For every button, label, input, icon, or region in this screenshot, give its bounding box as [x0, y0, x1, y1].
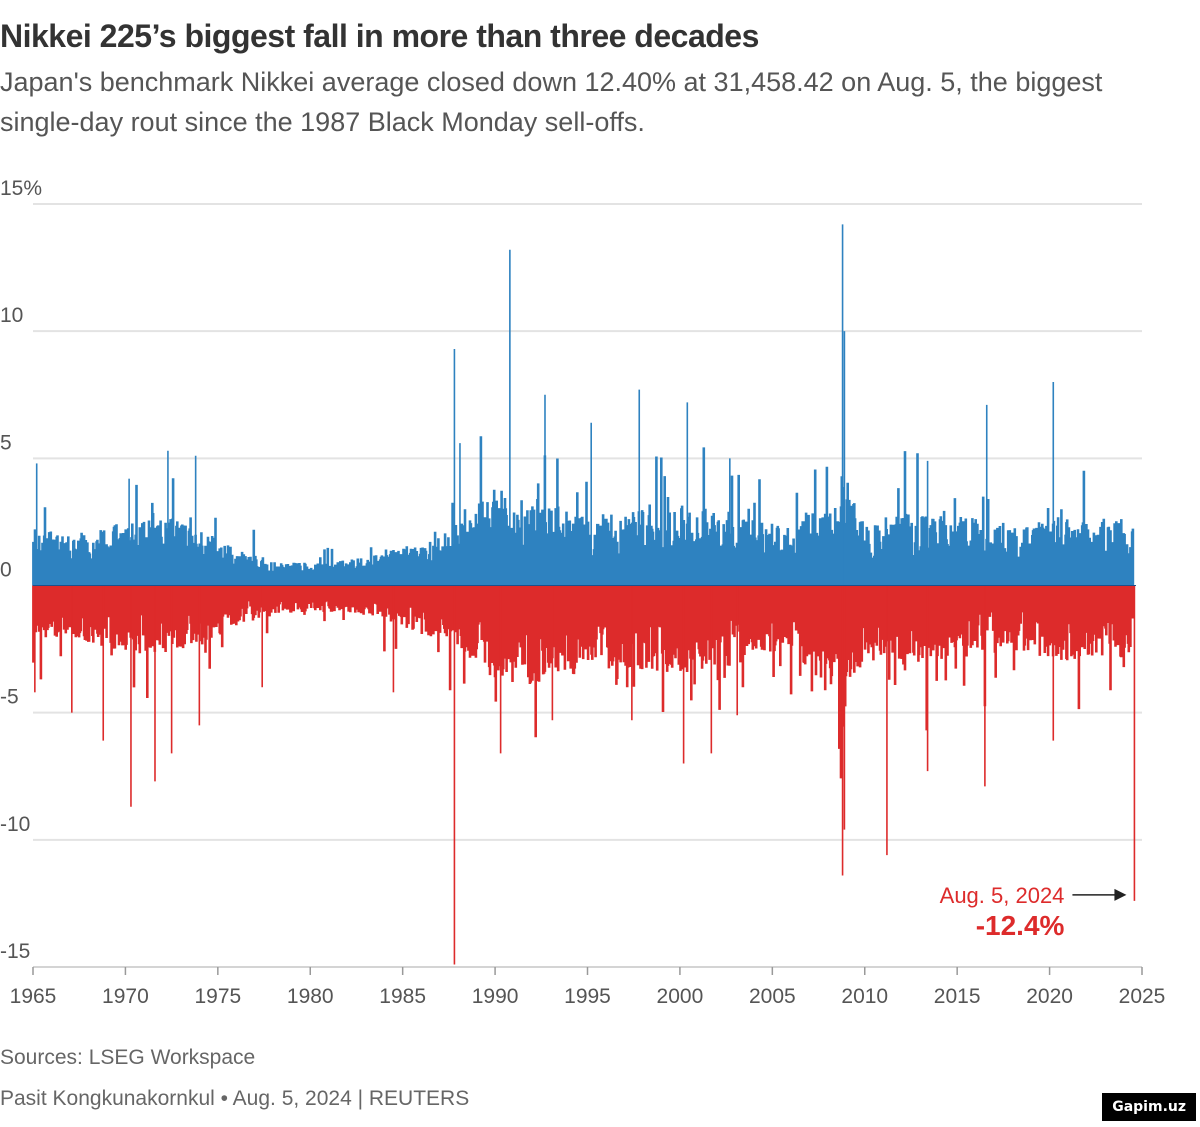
x-tick-label: 1985: [379, 985, 426, 1008]
x-tick-label: 2020: [1026, 985, 1073, 1008]
chart-title: Nikkei 225’s biggest fall in more than t…: [0, 18, 759, 54]
source-note: Sources: LSEG Workspace: [0, 1046, 256, 1069]
negative-bar-mass: [32, 585, 1135, 779]
y-tick-label: -5: [0, 686, 19, 709]
aug-5-2024-annotation: Aug. 5, 2024-12.4%: [940, 883, 1127, 941]
y-tick-label: -10: [0, 813, 30, 836]
x-tick-label: 1995: [564, 985, 611, 1008]
x-tick-label: 1980: [287, 985, 334, 1008]
x-tick-label: 2025: [1119, 985, 1166, 1008]
x-tick-label: 1970: [102, 985, 149, 1008]
y-tick-label: 15%: [0, 177, 42, 200]
annotation-value: -12.4%: [976, 910, 1065, 941]
y-tick-label: 0: [0, 559, 12, 582]
x-tick-label: 2005: [749, 985, 796, 1008]
chart-area: 1965 1970 1975 1980 1985 1990 1995 2000 2005 2010…: [0, 177, 1166, 1008]
x-tick-label: 2015: [934, 985, 981, 1008]
credit-line: Pasit Kongkunakornkul • Aug. 5, 2024 | R…: [0, 1087, 470, 1110]
y-tick-label: 5: [0, 431, 12, 454]
y-tick-label: -15: [0, 940, 30, 963]
chart-subtitle: Japan's benchmark Nikkei average closed …: [0, 67, 1103, 137]
x-tick-label: 1965: [10, 985, 57, 1008]
annotation-date: Aug. 5, 2024: [940, 883, 1065, 908]
x-tick-label: 1990: [472, 985, 519, 1008]
daily-change-bars: [32, 224, 1136, 965]
x-tick-label: 1975: [194, 985, 241, 1008]
negative-series: [32, 585, 1136, 965]
x-axis: 1965 1970 1975 1980 1985 1990 1995 2000 2005 2010…: [10, 966, 1166, 1008]
x-tick-label: 2000: [657, 985, 704, 1008]
y-axis-labels: 15% 10 5 0 -5 -10 -15: [0, 177, 42, 963]
x-tick-label: 2010: [841, 985, 888, 1008]
watermark-badge: Gapim.uz: [1102, 1093, 1196, 1121]
annotation-arrow-head: [1114, 888, 1127, 901]
positive-bar-mass: [32, 436, 1135, 586]
y-tick-label: 10: [0, 304, 23, 327]
positive-series: [32, 224, 1135, 586]
